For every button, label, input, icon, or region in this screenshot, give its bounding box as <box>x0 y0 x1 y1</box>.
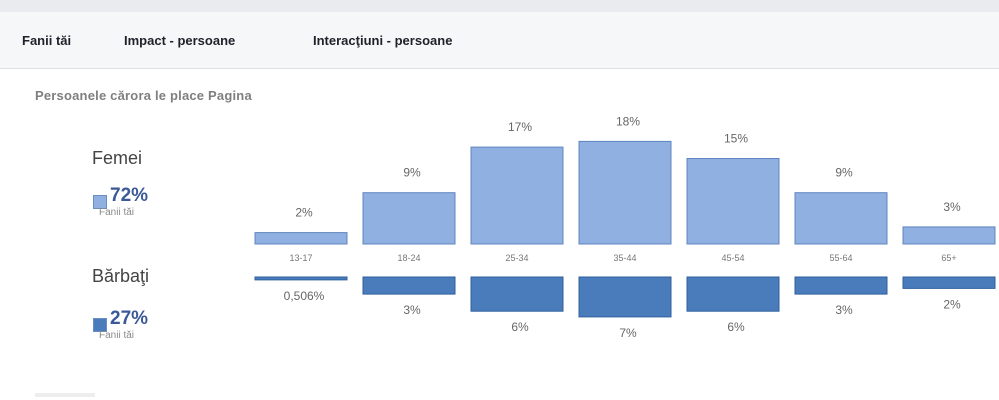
female-bar <box>794 192 888 245</box>
female-bar <box>470 146 564 245</box>
male-value-label: 7% <box>619 326 637 340</box>
section-subtitle: Persoanele cărora le place Pagina <box>35 88 252 103</box>
age-tick-label: 25-34 <box>505 253 528 263</box>
tab-fans-label: Fanii tăi <box>22 33 72 48</box>
age-tick-label: 55-64 <box>829 253 852 263</box>
female-value-label: 3% <box>943 200 961 214</box>
women-percent: 72% <box>110 185 149 206</box>
top-strip <box>0 0 999 12</box>
women-fans-caption: Fanii tăi <box>99 207 135 218</box>
male-bar <box>578 276 672 318</box>
men-swatch <box>93 318 107 332</box>
female-value-label: 9% <box>835 166 853 180</box>
age-tick-label: 45-54 <box>721 253 744 263</box>
female-value-label: 15% <box>724 132 748 146</box>
female-value-label: 17% <box>508 120 532 134</box>
male-bar <box>362 276 456 295</box>
men-label: Bărbaţi <box>92 266 150 286</box>
male-value-label: 6% <box>511 320 529 334</box>
male-bar <box>794 276 888 295</box>
male-bar <box>902 276 996 289</box>
male-value-label: 2% <box>943 297 961 311</box>
age-tick-label: 18-24 <box>397 253 420 263</box>
female-bar <box>902 226 996 245</box>
female-bar <box>578 140 672 245</box>
tab-bar: Fanii tăi Impact - persoane Interacţiuni… <box>0 12 999 69</box>
male-value-label: 0,506% <box>284 289 325 303</box>
tab-fans[interactable]: Fanii tăi <box>22 12 71 68</box>
female-value-label: 2% <box>295 206 313 220</box>
age-band <box>255 248 997 275</box>
tab-reach-label: Impact - persoane <box>124 33 236 48</box>
women-label: Femei <box>92 148 143 168</box>
male-bar <box>470 276 564 312</box>
age-tick-label: 13-17 <box>289 253 312 263</box>
men-percent: 27% <box>110 308 149 329</box>
male-value-label: 6% <box>727 320 745 334</box>
male-value-label: 3% <box>835 303 853 317</box>
age-tick-label: 65+ <box>941 253 956 263</box>
age-tick-label: 35-44 <box>613 253 636 263</box>
men-fans-caption: Fanii tăi <box>99 330 135 341</box>
tab-reach[interactable]: Impact - persoane <box>124 12 235 68</box>
bottom-divider <box>35 393 95 397</box>
female-bar <box>362 192 456 245</box>
male-bar <box>254 276 348 281</box>
female-bar <box>686 158 780 245</box>
tab-engagement-label: Interacţiuni - persoane <box>313 33 453 48</box>
female-bar <box>254 232 348 245</box>
female-value-label: 18% <box>616 114 640 128</box>
female-value-label: 9% <box>403 166 421 180</box>
male-value-label: 3% <box>403 303 421 317</box>
male-bar <box>686 276 780 312</box>
women-swatch <box>93 195 107 209</box>
tab-engagement[interactable]: Interacţiuni - persoane <box>313 12 452 68</box>
